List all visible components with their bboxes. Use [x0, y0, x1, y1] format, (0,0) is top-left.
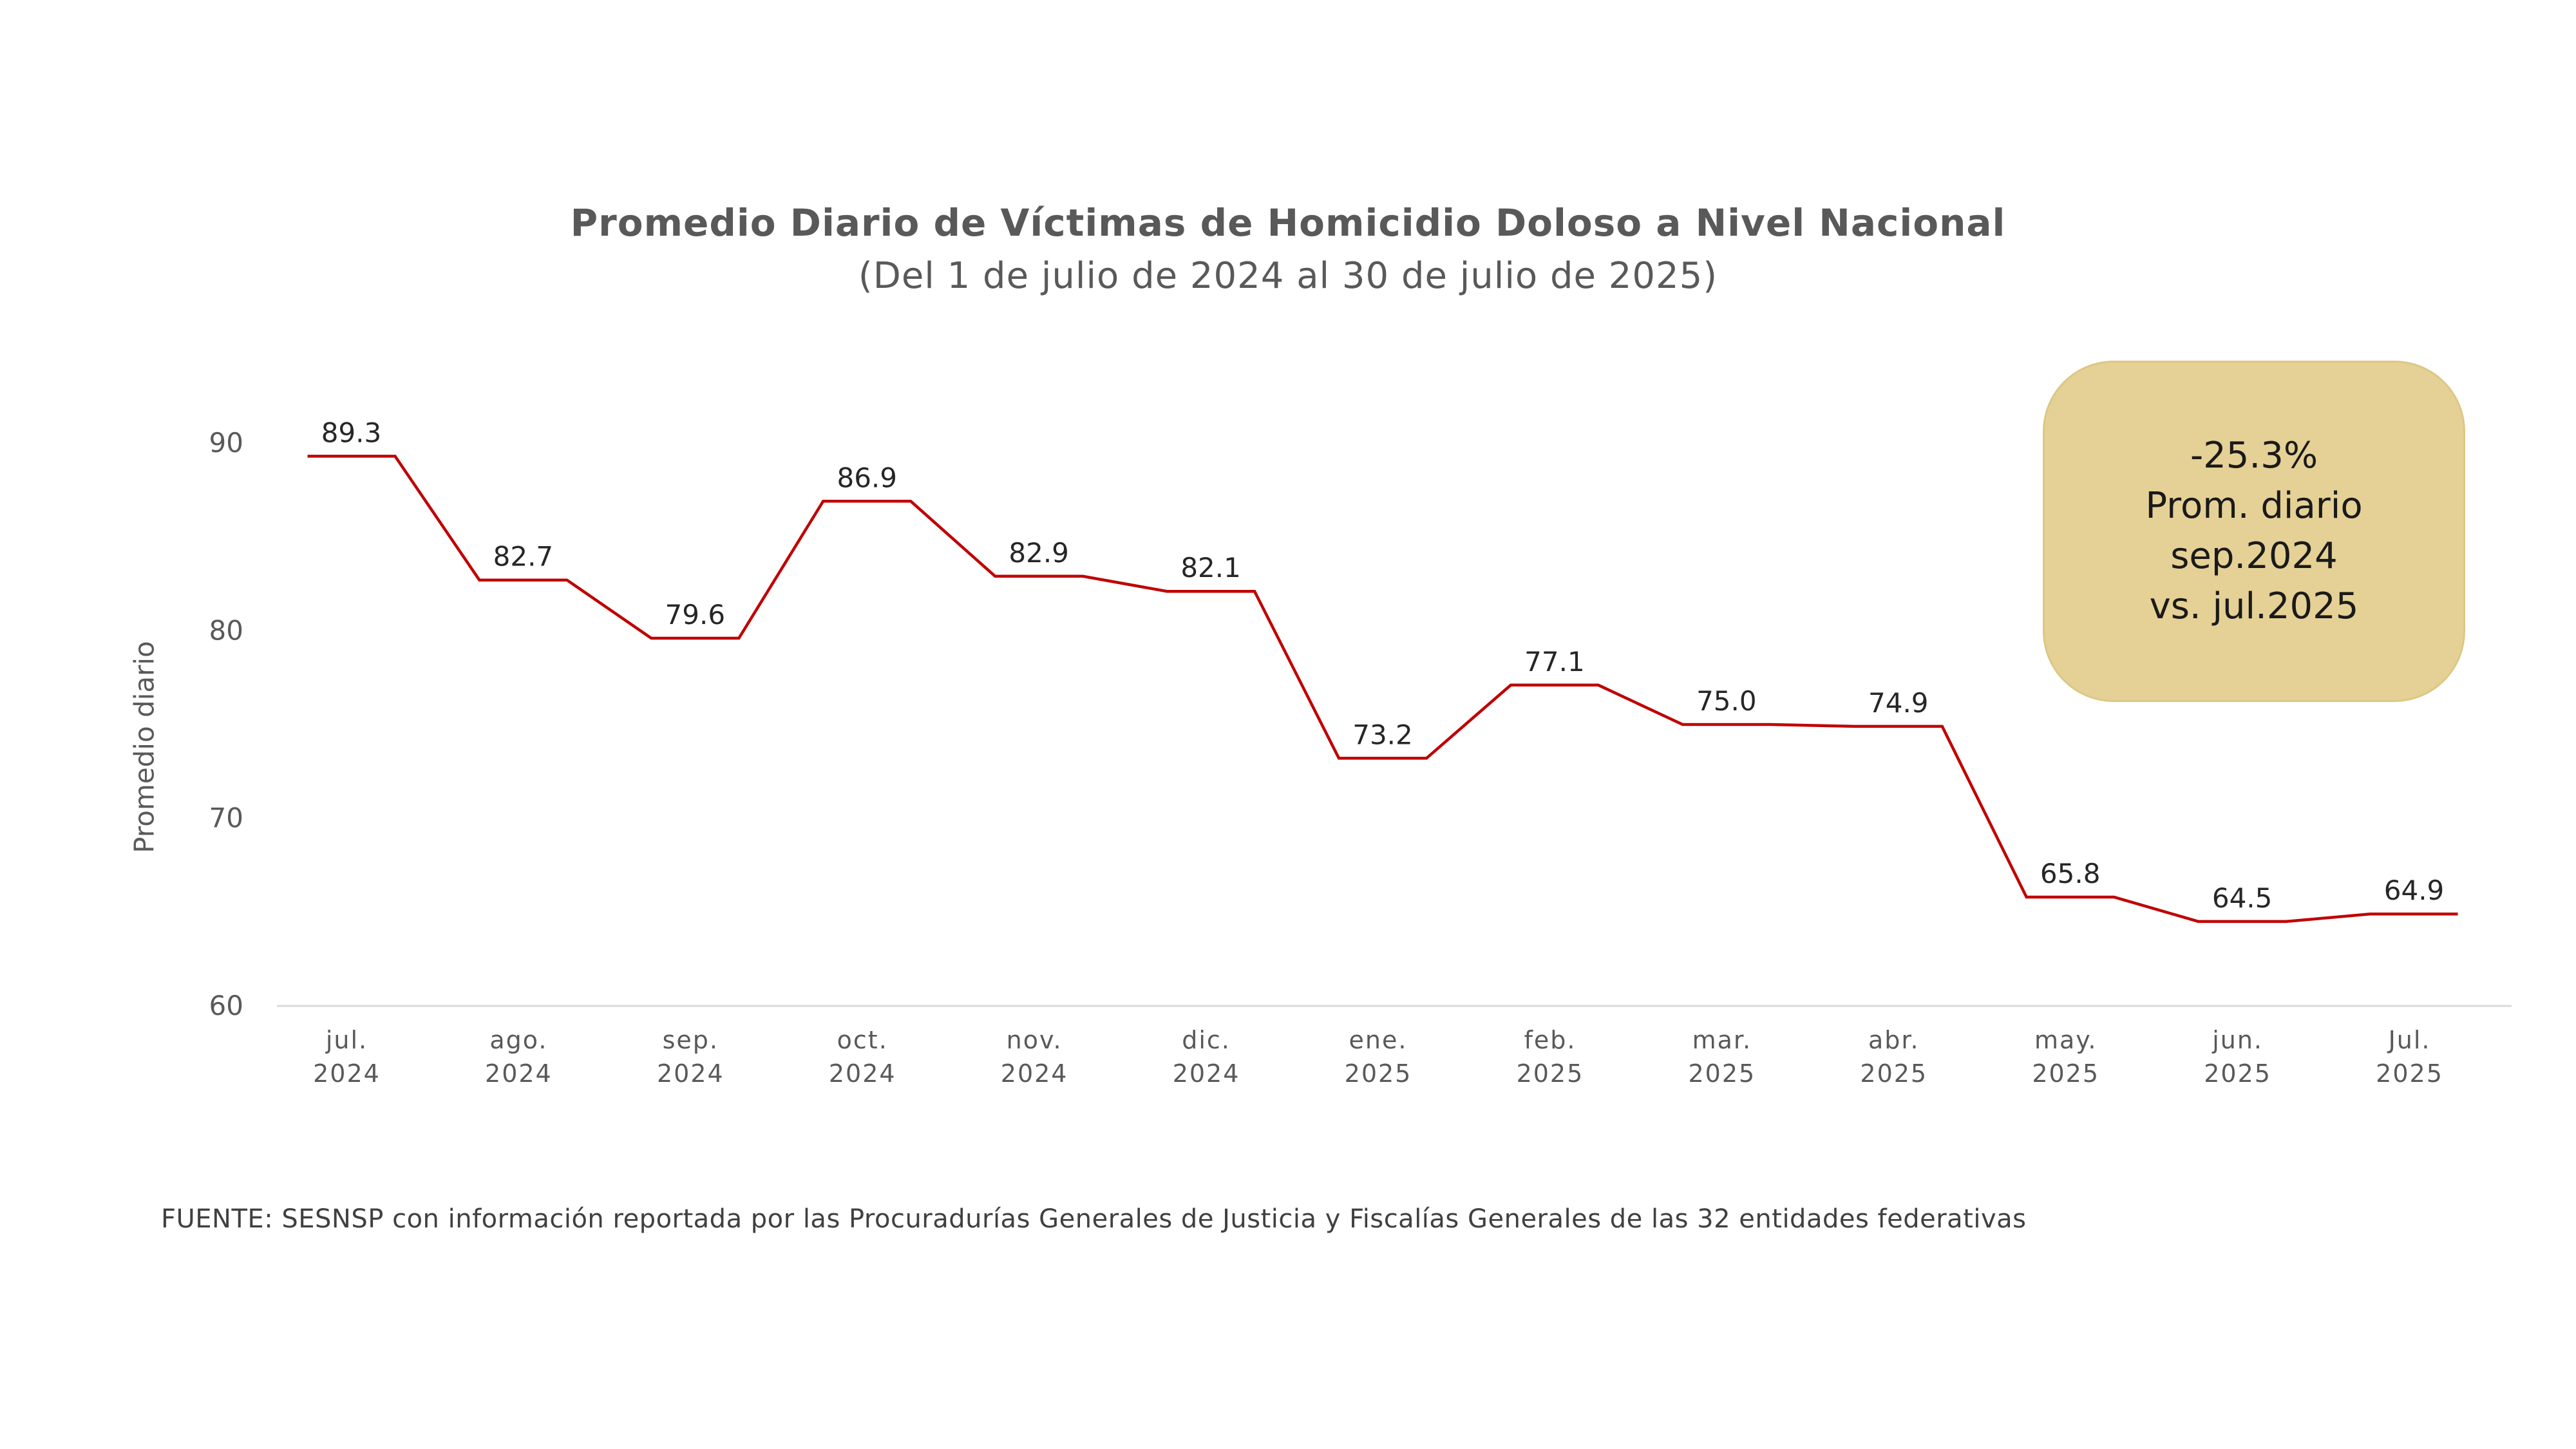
- x-tick-month: oct.: [837, 1026, 888, 1054]
- x-tick-year: 2024: [485, 1059, 553, 1088]
- y-axis-ticks: 60 70 80 90: [209, 427, 243, 1021]
- data-label: 64.5: [2212, 882, 2273, 914]
- x-tick-year: 2025: [1860, 1059, 1927, 1088]
- x-tick-month: feb.: [1524, 1026, 1576, 1054]
- x-tick-year: 2024: [1001, 1059, 1068, 1088]
- x-tick-month: jun.: [2211, 1026, 2263, 1054]
- callout-label: Prom. diario: [2145, 485, 2363, 527]
- series-line: [307, 455, 2458, 923]
- x-axis-ticks: jul. 2024 ago. 2024 sep. 2024 oct. 2024 nov. 2024…: [313, 1026, 2443, 1088]
- source-note: FUENTE: SESNSP con información reportada…: [161, 1204, 2027, 1234]
- y-tick-label: 70: [209, 802, 243, 834]
- x-tick-year: 2024: [1173, 1059, 1240, 1088]
- data-label: 82.1: [1180, 552, 1241, 583]
- y-tick-label: 90: [209, 427, 243, 459]
- data-label: 79.6: [665, 599, 726, 630]
- data-label: 89.3: [321, 417, 382, 448]
- data-label: 65.8: [2040, 858, 2101, 889]
- change-callout: -25.3% Prom. diario sep.2024 vs. jul.202…: [2043, 361, 2465, 702]
- x-tick-year: 2025: [1345, 1059, 1412, 1088]
- data-label: 86.9: [837, 462, 897, 493]
- y-tick-label: 80: [209, 614, 243, 646]
- x-tick-month: abr.: [1868, 1026, 1920, 1054]
- x-tick-month: dic.: [1182, 1026, 1231, 1054]
- x-tick-month: Jul.: [2387, 1026, 2431, 1054]
- data-label: 82.7: [493, 541, 554, 573]
- callout-percentage: -25.3%: [2190, 435, 2318, 477]
- x-tick-year: 2024: [829, 1059, 896, 1088]
- y-tick-label: 60: [209, 990, 243, 1021]
- x-tick-month: may.: [2034, 1026, 2097, 1054]
- data-label: 74.9: [1868, 687, 1929, 719]
- x-tick-year: 2025: [2032, 1059, 2099, 1088]
- x-tick-month: sep.: [663, 1026, 719, 1054]
- data-label: 75.0: [1696, 685, 1757, 717]
- x-tick-year: 2025: [2376, 1059, 2443, 1088]
- x-tick-month: mar.: [1692, 1026, 1752, 1054]
- callout-end-period: vs. jul.2025: [2149, 585, 2359, 627]
- x-tick-year: 2024: [313, 1059, 381, 1088]
- x-tick-year: 2025: [1688, 1059, 1756, 1088]
- x-tick-month: ene.: [1349, 1026, 1408, 1054]
- chart-subtitle: (Del 1 de julio de 2024 al 30 de julio d…: [858, 255, 1718, 297]
- data-label: 64.9: [2384, 875, 2445, 906]
- x-tick-year: 2025: [1517, 1059, 1584, 1088]
- data-label: 73.2: [1352, 719, 1413, 750]
- x-tick-month: jul.: [325, 1026, 368, 1054]
- data-label: 82.9: [1009, 537, 1069, 569]
- chart-title: Promedio Diario de Víctimas de Homicidio…: [570, 201, 2006, 245]
- x-tick-year: 2025: [2204, 1059, 2271, 1088]
- callout-start-period: sep.2024: [2170, 535, 2338, 577]
- data-labels: 89.3 82.7 79.6 86.9 82.9 82.1 73.2 77.1 75.0 74.9…: [321, 417, 2445, 914]
- data-label: 77.1: [1524, 646, 1585, 677]
- x-tick-month: ago.: [489, 1026, 547, 1054]
- x-tick-year: 2024: [657, 1059, 724, 1088]
- x-tick-month: nov.: [1007, 1026, 1063, 1054]
